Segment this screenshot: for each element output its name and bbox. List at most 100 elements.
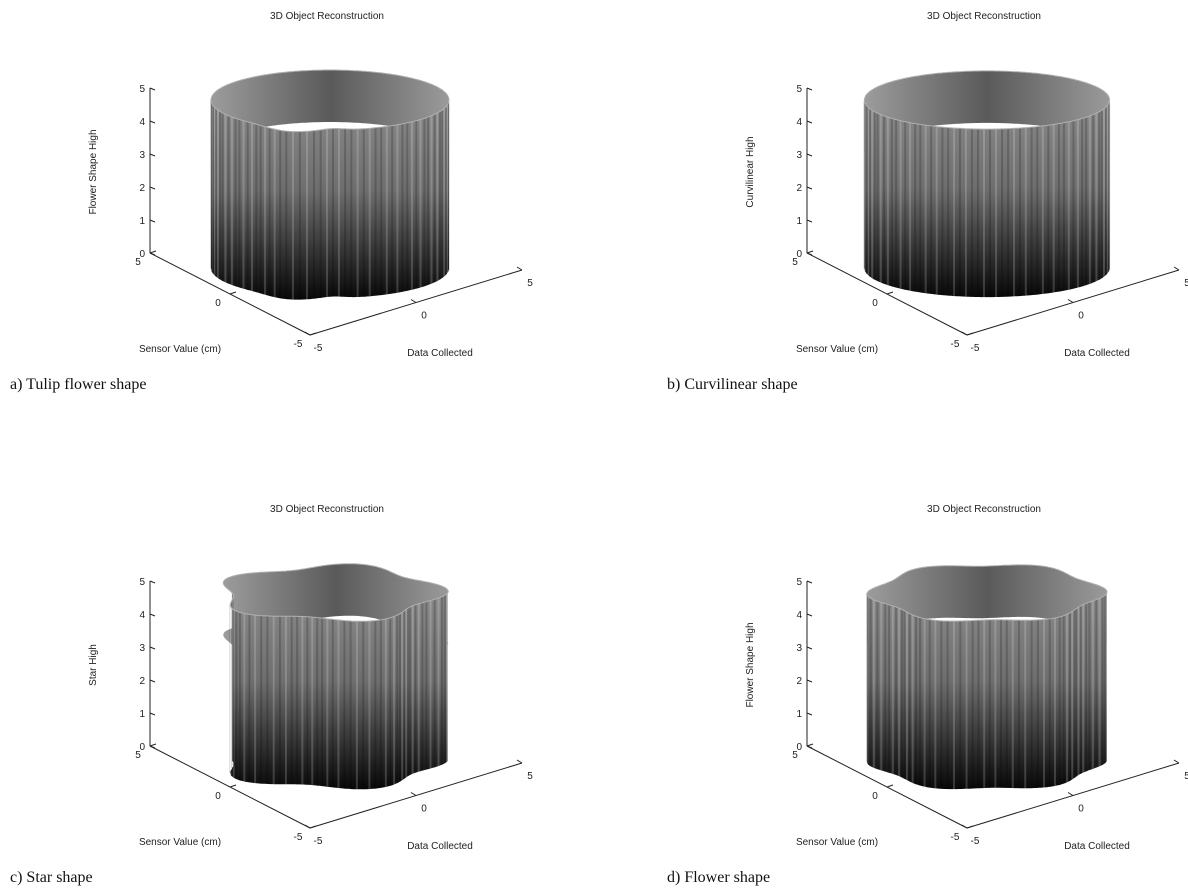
- surface-top-rim: [866, 564, 1108, 622]
- x-tick-label: -5: [294, 339, 303, 350]
- surface-outer-wall: [211, 100, 449, 300]
- x-tick-label: 0: [872, 791, 878, 802]
- x-axis-label: Sensor Value (cm): [139, 344, 221, 355]
- chart-panel-4: 3D Object Reconstruction012345-505-505Se…: [667, 504, 1188, 886]
- surface-inner-wall: [223, 563, 449, 645]
- z-tick-mark: [149, 120, 156, 124]
- z-tick-label: 5: [796, 577, 802, 588]
- x-tick-label: -5: [294, 832, 303, 843]
- z-tick-mark: [806, 120, 813, 124]
- surface-outer-wall: [230, 593, 448, 790]
- z-tick-mark: [149, 679, 156, 683]
- y-axis-label: Data Collected: [407, 348, 473, 359]
- y-axis-label: Data Collected: [1064, 348, 1130, 359]
- surface-inner-wall: [864, 70, 1110, 152]
- z-tick-mark: [149, 712, 156, 716]
- z-tick-label: 2: [139, 183, 145, 194]
- z-tick-label: 4: [139, 117, 145, 128]
- x-tick-mark: [966, 332, 974, 336]
- z-axis-label: Flower Shape High: [88, 129, 99, 214]
- x-tick-label: 0: [215, 298, 221, 309]
- x-tick-mark: [229, 784, 237, 788]
- panel-caption: d) Flower shape: [667, 869, 770, 886]
- z-tick-mark: [806, 87, 813, 91]
- surface-outer-wall: [867, 593, 1107, 790]
- z-tick-label: 1: [139, 216, 145, 227]
- z-tick-label: 0: [796, 742, 802, 753]
- surface-top-rim: [222, 563, 449, 622]
- y-tick-label: 0: [1078, 804, 1084, 815]
- z-tick-label: 0: [139, 742, 145, 753]
- y-tick-mark: [304, 824, 311, 829]
- x-tick-mark: [886, 784, 894, 788]
- x-tick-mark: [806, 743, 814, 747]
- chart-panel-3: 3D Object Reconstruction012345-505-505Se…: [10, 504, 533, 886]
- surface-inner-wall: [211, 70, 449, 152]
- z-tick-label: 1: [796, 216, 802, 227]
- panel-caption: b) Curvilinear shape: [667, 376, 798, 393]
- x-tick-label: 0: [215, 791, 221, 802]
- surface-stripes: [210, 100, 450, 300]
- z-tick-label: 5: [139, 577, 145, 588]
- y-tick-label: 5: [1184, 278, 1188, 289]
- z-tick-mark: [806, 613, 813, 617]
- z-tick-mark: [806, 745, 813, 749]
- x-tick-label: 5: [792, 750, 798, 761]
- x-tick-mark: [309, 332, 317, 336]
- x-axis-label: Sensor Value (cm): [139, 837, 221, 848]
- surface-top-rim: [210, 69, 450, 133]
- y-tick-label: -5: [314, 836, 323, 847]
- z-tick-mark: [806, 252, 813, 256]
- x-tick-label: 5: [135, 257, 141, 268]
- z-tick-mark: [149, 219, 156, 223]
- z-tick-mark: [806, 712, 813, 716]
- z-tick-mark: [806, 679, 813, 683]
- z-tick-label: 4: [796, 610, 802, 621]
- z-tick-mark: [806, 646, 813, 650]
- x-tick-mark: [806, 250, 814, 254]
- z-tick-label: 2: [139, 676, 145, 687]
- surface-stripes: [229, 593, 448, 790]
- y-tick-label: -5: [971, 836, 980, 847]
- z-tick-mark: [806, 219, 813, 223]
- x-tick-mark: [309, 825, 317, 829]
- chart-title: 3D Object Reconstruction: [927, 504, 1041, 515]
- z-tick-label: 3: [796, 643, 802, 654]
- z-tick-label: 3: [139, 643, 145, 654]
- z-axis-label: Curvilinear High: [745, 136, 756, 207]
- z-tick-mark: [149, 745, 156, 749]
- x-tick-label: -5: [951, 832, 960, 843]
- z-axis-label: Flower Shape High: [745, 622, 756, 707]
- z-tick-label: 2: [796, 183, 802, 194]
- z-tick-mark: [149, 646, 156, 650]
- y-tick-mark: [304, 331, 311, 336]
- y-tick-label: 0: [421, 311, 427, 322]
- chart-title: 3D Object Reconstruction: [270, 504, 384, 515]
- x-tick-mark: [149, 743, 157, 747]
- x-tick-label: 5: [135, 750, 141, 761]
- y-tick-mark: [516, 266, 523, 271]
- z-tick-label: 4: [796, 117, 802, 128]
- x-axis-label: Sensor Value (cm): [796, 344, 878, 355]
- z-tick-mark: [149, 186, 156, 190]
- z-tick-label: 3: [796, 150, 802, 161]
- z-tick-label: 0: [796, 249, 802, 260]
- x-tick-label: 5: [792, 257, 798, 268]
- z-tick-label: 2: [796, 676, 802, 687]
- x-tick-label: 0: [872, 298, 878, 309]
- y-tick-label: 0: [421, 804, 427, 815]
- surface-stripes: [863, 100, 1111, 298]
- surface-inner-wall: [867, 564, 1107, 645]
- x-tick-mark: [886, 291, 894, 295]
- chart-title: 3D Object Reconstruction: [270, 11, 384, 22]
- surface-top-rim: [863, 70, 1111, 130]
- chart-panel-2: 3D Object Reconstruction012345-505-505Se…: [667, 11, 1188, 393]
- y-tick-mark: [961, 824, 968, 829]
- z-tick-mark: [806, 580, 813, 584]
- z-tick-mark: [149, 580, 156, 584]
- y-tick-label: 5: [1184, 771, 1188, 782]
- y-tick-label: -5: [971, 343, 980, 354]
- chart-title: 3D Object Reconstruction: [927, 11, 1041, 22]
- panel-caption: c) Star shape: [10, 869, 93, 886]
